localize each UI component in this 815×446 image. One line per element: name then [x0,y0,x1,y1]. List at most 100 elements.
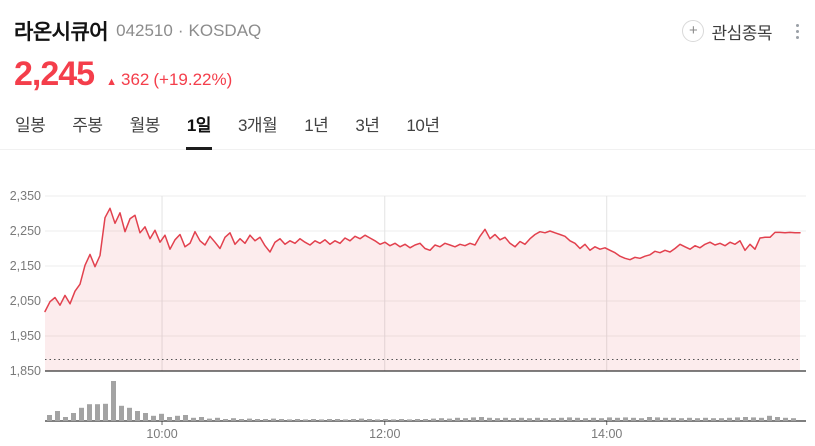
volume-bar [623,417,628,421]
volume-bar [447,418,452,421]
stock-name: 라온시큐어 [14,21,109,44]
volume-bar [791,418,796,421]
tab-주봉[interactable]: 주봉 [72,111,103,149]
volume-bar [247,418,252,421]
plus-icon: + [682,20,705,42]
volume-bar [775,417,780,421]
volume-bar [295,419,300,421]
volume-bar [751,417,756,421]
volume-bar [543,418,548,421]
volume-bar [199,417,204,421]
volume-bar [559,417,564,421]
volume-bar [503,417,508,421]
volume-bar [335,419,340,421]
meta-separator: · [177,21,184,40]
volume-bar [495,418,500,421]
volume-bar [87,404,92,421]
stock-code: 042510 [116,21,173,40]
volume-bar [527,418,532,421]
up-arrow-icon: ▲ [106,76,117,88]
price-chart[interactable]: 2,350 2,250 2,150 2,050 1,950 1,850 10:00 12:00… [0,185,815,446]
favorite-label: 관심종목 [711,23,772,43]
volume-bar [415,419,420,421]
volume-bar [351,419,356,421]
tab-3년[interactable]: 3년 [355,111,380,149]
volume-bar [383,419,388,421]
price-area-fill [45,208,800,371]
tab-10년[interactable]: 10년 [406,111,440,149]
volume-bar [159,413,164,421]
volume-bar [431,418,436,421]
volume-bar [183,415,188,421]
more-menu-icon[interactable] [794,22,801,41]
volume-bar [391,419,396,421]
y-axis-label: 1,950 [10,329,41,343]
stock-meta: 042510 · KOSDAQ [116,21,261,41]
volume-bar [767,415,772,421]
chart-container: 2,350 2,250 2,150 2,050 1,950 1,850 10:00 12:00… [0,185,815,446]
volume-bar [111,381,116,421]
volume-bar [463,418,468,421]
volume-bar [239,419,244,421]
volume-bar [479,417,484,421]
tab-3개월[interactable]: 3개월 [238,111,278,149]
volume-bar [535,417,540,421]
current-price: 2,245 [14,55,95,93]
volume-bar [327,419,332,421]
volume-bar [223,419,228,421]
volume-bar [671,417,676,421]
tab-1일-active[interactable]: 1일 [187,111,212,149]
volume-bar [47,415,52,421]
x-axis-label: 10:00 [146,427,177,441]
volume-bar [711,418,716,421]
volume-bar [119,405,124,421]
volume-bar [55,411,60,421]
volume-bar [783,417,788,421]
price-change: ▲ 362 (+19.22%) [106,70,232,90]
volume-bar [367,419,372,421]
x-axis-label: 14:00 [591,427,622,441]
tab-1년[interactable]: 1년 [304,111,329,149]
volume-bar [735,417,740,421]
y-axis-label: 2,350 [10,189,41,203]
volume-bar [583,418,588,421]
volume-bar [647,417,652,421]
period-tabs: 일봉 주봉 월봉 1일 3개월 1년 3년 10년 [0,111,815,150]
volume-bar [719,418,724,421]
volume-bar [551,418,556,421]
volume-bar [263,419,268,421]
y-axis-label: 1,850 [10,364,41,378]
x-axis-label: 12:00 [369,427,400,441]
volume-bar [615,417,620,421]
volume-bar [631,417,636,421]
volume-bar [167,417,172,421]
add-favorite-button[interactable]: + 관심종목 [682,19,772,44]
volume-bar [655,417,660,421]
volume-bar [519,417,524,421]
volume-bar [743,417,748,421]
tab-일봉[interactable]: 일봉 [15,111,46,149]
volume-bar [359,418,364,421]
volume-bar [191,417,196,421]
volume-bar [215,417,220,421]
volume-bar [279,419,284,421]
volume-bar [95,404,100,421]
volume-bar [759,417,764,421]
volume-bar [687,417,692,421]
volume-bar [175,415,180,421]
volume-bar [567,417,572,421]
y-axis-label: 2,150 [10,259,41,273]
title-row: 라온시큐어 042510 · KOSDAQ + 관심종목 [14,16,801,46]
volume-bar [319,419,324,421]
volume-bar [399,419,404,421]
volume-bar [607,417,612,421]
volume-bar [679,418,684,421]
volume-bar [207,418,212,421]
header-actions: + 관심종목 [682,19,801,44]
volume-bar [591,417,596,421]
volume-bar [375,419,380,421]
price-row: 2,245 ▲ 362 (+19.22%) [14,55,801,94]
volume-bar [255,419,260,421]
tab-월봉[interactable]: 월봉 [130,111,161,149]
volume-bar [271,418,276,421]
